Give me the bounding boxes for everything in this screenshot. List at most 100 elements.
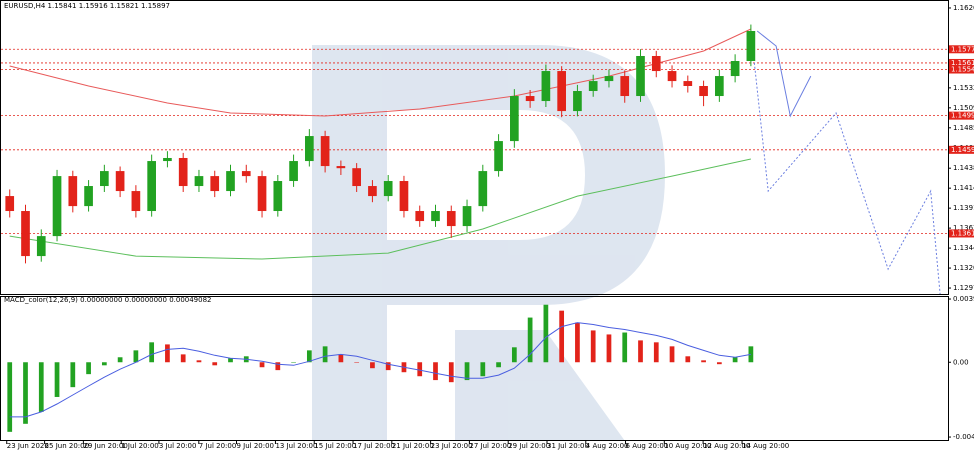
candle-body	[100, 171, 109, 187]
histogram-bar	[653, 342, 659, 363]
candle-body	[730, 61, 740, 77]
histogram-bar	[433, 362, 438, 381]
candle-body	[699, 85, 708, 97]
level-label-box	[949, 145, 974, 154]
histogram-bar	[543, 304, 549, 363]
candle-body	[305, 136, 314, 162]
histogram-bar	[748, 346, 754, 363]
histogram-bar	[716, 362, 722, 365]
level-label: 1.14596	[951, 146, 974, 154]
level-label-box	[949, 111, 974, 120]
overlay-line	[750, 30, 941, 295]
macd-panel	[0, 296, 949, 441]
histogram-bar	[54, 362, 60, 397]
candle-body	[573, 91, 582, 112]
histogram-bar	[133, 350, 139, 363]
histogram-bar	[732, 357, 738, 363]
histogram-bar	[259, 362, 265, 368]
overlay-line	[756, 30, 812, 118]
level-label-box	[949, 45, 974, 54]
histogram-bar	[338, 354, 344, 363]
candle-body	[494, 141, 503, 172]
y-tick-label: 1.12970	[953, 284, 974, 292]
histogram-bar	[606, 334, 612, 363]
x-tick-label: 4 Aug 20:00	[586, 442, 629, 450]
y-tick-label: 1.16265	[953, 4, 974, 12]
x-tick-label: 9 Jul 20:00	[236, 442, 274, 450]
x-tick-label: 10 Aug 20:00	[664, 442, 711, 450]
x-tick-label: 29 Jun 20:00	[83, 442, 127, 450]
x-tick-label: 1 Jul 20:00	[121, 442, 159, 450]
candle-body	[746, 31, 756, 62]
level-label-box	[949, 229, 974, 238]
x-tick-label: 27 Jul 20:00	[469, 442, 511, 450]
histogram-bar	[417, 362, 423, 377]
candle-body	[226, 171, 235, 192]
histogram-bar	[527, 317, 533, 363]
candle-body	[604, 76, 614, 82]
candle-body	[431, 211, 440, 222]
histogram-bar	[70, 362, 76, 388]
candle-body	[320, 136, 330, 167]
x-tick-label: 23 Jul 20:00	[431, 442, 473, 450]
histogram-bar	[7, 362, 13, 432]
x-tick-label: 23 Jun 2026	[7, 442, 50, 450]
candle-body	[147, 161, 156, 212]
candle-body	[588, 81, 598, 92]
candle-body	[415, 211, 425, 222]
histogram-bar	[117, 357, 123, 363]
watermark	[312, 45, 665, 441]
candle-body	[368, 186, 377, 197]
histogram-bar	[511, 347, 517, 363]
level-label-box	[949, 65, 974, 74]
y-tick-label: 1.13910	[953, 204, 974, 212]
candle-body	[52, 176, 62, 237]
y-tick-label: 1.13440	[953, 244, 974, 252]
candle-body	[178, 157, 188, 187]
candle-body	[478, 171, 488, 207]
x-tick-label: 14 Aug 20:00	[742, 442, 789, 450]
x-tick-label: 13 Jul 20:00	[275, 442, 317, 450]
y-tick-label: 1.13675	[953, 224, 974, 232]
candle-body	[131, 191, 141, 212]
candle-body	[383, 181, 393, 197]
y-tick-label: 1.15090	[953, 104, 974, 112]
histogram-bar	[86, 362, 91, 375]
histogram-bar	[196, 360, 202, 363]
histogram-bar	[370, 362, 375, 369]
histogram-bar	[149, 342, 155, 363]
candle-body	[510, 96, 519, 142]
histogram-bar	[165, 344, 170, 363]
histogram-bar	[638, 340, 643, 363]
histogram-bar	[669, 346, 675, 363]
chart-title: EURUSD,H4 1.15841 1.15916 1.15821 1.1589…	[4, 2, 170, 10]
histogram-bar	[275, 362, 281, 371]
candle-body	[620, 76, 630, 97]
x-tick-label: 12 Aug 20:00	[703, 442, 750, 450]
histogram-bar	[212, 362, 218, 366]
candle-body	[352, 168, 361, 187]
x-tick-label: 7 Jul 20:00	[199, 442, 237, 450]
candle-body	[399, 181, 409, 212]
x-tick-label: 31 Jul 20:00	[547, 442, 589, 450]
histogram-bar	[480, 362, 486, 377]
y-tick-label: 0.0039338	[953, 295, 974, 303]
histogram-bar	[622, 332, 628, 363]
histogram-bar	[291, 362, 296, 363]
candle-body	[5, 196, 15, 212]
histogram-bar	[685, 356, 691, 363]
x-tick-label: 17 Jul 20:00	[353, 442, 395, 450]
level-label-box	[949, 58, 974, 67]
candle-body	[683, 81, 693, 86]
candle-body	[541, 71, 551, 102]
candle-body	[257, 176, 267, 212]
y-tick-label: 1.15325	[953, 84, 974, 92]
histogram-bar	[590, 330, 596, 363]
candle-body	[651, 55, 661, 72]
histogram-bar	[38, 362, 44, 412]
histogram-bar	[448, 362, 454, 383]
candle-body	[163, 157, 172, 162]
histogram-bar	[496, 362, 501, 368]
